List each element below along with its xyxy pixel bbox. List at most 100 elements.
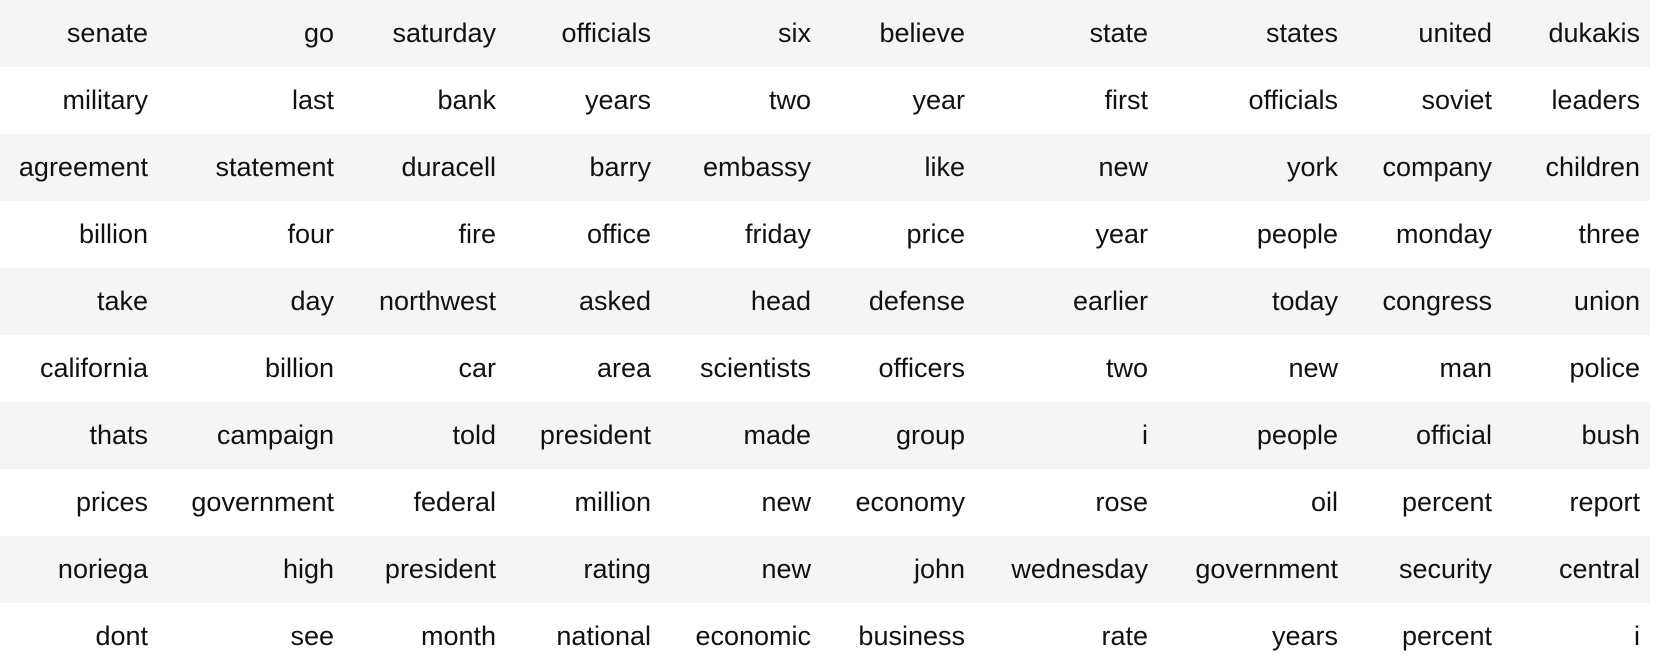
table-cell: embassy	[702, 152, 811, 182]
table-cell: police	[1569, 353, 1640, 383]
table-row: dont see month national economic busines…	[0, 603, 1650, 670]
table-row: thats campaign told president made group…	[0, 402, 1650, 469]
table-cell: people	[1256, 420, 1338, 450]
table-cell: report	[1569, 487, 1640, 517]
table-cell: wednesday	[1011, 554, 1148, 584]
table-cell: month	[420, 621, 496, 651]
table-cell: last	[291, 85, 334, 115]
table-cell: fire	[458, 219, 496, 249]
table-cell: saturday	[392, 18, 496, 48]
table-cell: northwest	[378, 286, 496, 316]
table-cell: john	[913, 554, 965, 584]
table-cell: two	[768, 85, 811, 115]
table-cell: go	[303, 18, 334, 48]
table-row: take day northwest asked head defense ea…	[0, 268, 1650, 335]
table-cell: statement	[215, 152, 334, 182]
table-cell: government	[1195, 554, 1338, 584]
table-cell: billion	[264, 353, 334, 383]
table-row: agreement statement duracell barry embas…	[0, 134, 1650, 201]
table-cell: congress	[1382, 286, 1492, 316]
table-cell: car	[458, 353, 496, 383]
table-cell: united	[1418, 18, 1492, 48]
table-cell: new	[1288, 353, 1338, 383]
table-cell: earlier	[1072, 286, 1148, 316]
table-cell: noriega	[57, 554, 148, 584]
table-cell: economic	[695, 621, 811, 651]
table-cell: dont	[95, 621, 148, 651]
table-cell: national	[556, 621, 651, 651]
table-cell: central	[1558, 554, 1640, 584]
table-cell: leaders	[1551, 85, 1640, 115]
table-cell: years	[1271, 621, 1338, 651]
table-cell: economy	[855, 487, 965, 517]
table-cell: bank	[437, 85, 496, 115]
table-cell: rating	[583, 554, 651, 584]
table-cell: government	[191, 487, 334, 517]
table-cell: agreement	[18, 152, 148, 182]
table-cell: company	[1382, 152, 1492, 182]
table-cell: area	[596, 353, 651, 383]
table-row: noriega high president rating new john w…	[0, 536, 1650, 603]
table-cell: high	[282, 554, 334, 584]
table-cell: group	[895, 420, 965, 450]
table-cell: like	[924, 152, 965, 182]
table-cell: rate	[1101, 621, 1148, 651]
table-cell: california	[39, 353, 148, 383]
table-cell: official	[1415, 420, 1492, 450]
table-cell: states	[1265, 18, 1338, 48]
table-cell: price	[906, 219, 965, 249]
table-cell: barry	[589, 152, 651, 182]
table-cell: president	[539, 420, 651, 450]
table-cell: i	[1142, 420, 1148, 450]
table-cell: duracell	[401, 152, 496, 182]
table-cell: i	[1634, 621, 1640, 651]
table-cell: security	[1398, 554, 1492, 584]
table-cell: head	[750, 286, 811, 316]
table-cell: business	[858, 621, 965, 651]
table-cell: campaign	[216, 420, 334, 450]
table-cell: new	[761, 487, 811, 517]
table-cell: first	[1104, 85, 1149, 115]
table-cell: federal	[413, 487, 496, 517]
table-cell: made	[743, 420, 811, 450]
table-cell: years	[584, 85, 651, 115]
table-cell: office	[586, 219, 651, 249]
table-cell: believe	[879, 18, 965, 48]
table-cell: dukakis	[1548, 18, 1640, 48]
table-cell: soviet	[1421, 85, 1492, 115]
table-cell: officials	[1248, 85, 1338, 115]
table-cell: percent	[1401, 487, 1492, 517]
table-cell: million	[574, 487, 651, 517]
table-cell: day	[290, 286, 334, 316]
table-cell: percent	[1401, 621, 1492, 651]
table-cell: children	[1545, 152, 1640, 182]
table-cell: people	[1256, 219, 1338, 249]
table-row: military last bank years two year first …	[0, 67, 1650, 134]
table-cell: told	[452, 420, 496, 450]
table-cell: york	[1286, 152, 1338, 182]
table-cell: year	[912, 85, 965, 115]
table-cell: take	[96, 286, 148, 316]
table-cell: year	[1095, 219, 1148, 249]
table-cell: two	[1105, 353, 1148, 383]
table-cell: scientists	[699, 353, 811, 383]
table-row: california billion car area scientists o…	[0, 335, 1650, 402]
table-cell: bush	[1581, 420, 1640, 450]
table-cell: senate	[66, 18, 148, 48]
table-cell: president	[384, 554, 496, 584]
table-cell: six	[778, 18, 811, 48]
table-cell: union	[1573, 286, 1640, 316]
table-cell: friday	[744, 219, 811, 249]
table-cell: today	[1271, 286, 1338, 316]
table-cell: monday	[1395, 219, 1492, 249]
table-cell: thats	[89, 420, 148, 450]
table-cell: state	[1089, 18, 1148, 48]
table-cell: new	[1098, 152, 1148, 182]
table-cell: prices	[75, 487, 148, 517]
table-cell: rose	[1095, 487, 1148, 517]
table-cell: new	[761, 554, 811, 584]
table-cell: military	[62, 85, 149, 115]
table-cell: officials	[561, 18, 651, 48]
